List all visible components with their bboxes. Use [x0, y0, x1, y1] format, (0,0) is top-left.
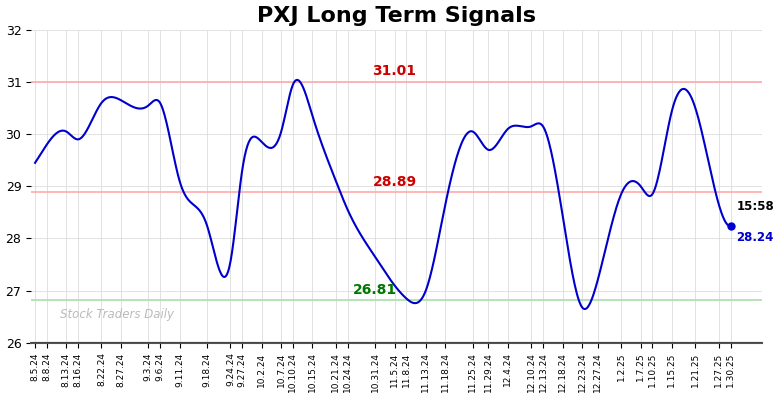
Text: Stock Traders Daily: Stock Traders Daily: [60, 308, 174, 321]
Text: 31.01: 31.01: [372, 64, 416, 78]
Text: 15:58: 15:58: [736, 200, 774, 213]
Text: 28.89: 28.89: [372, 175, 416, 189]
Text: 26.81: 26.81: [353, 283, 397, 297]
Text: 28.24: 28.24: [736, 231, 774, 244]
Title: PXJ Long Term Signals: PXJ Long Term Signals: [257, 6, 536, 25]
